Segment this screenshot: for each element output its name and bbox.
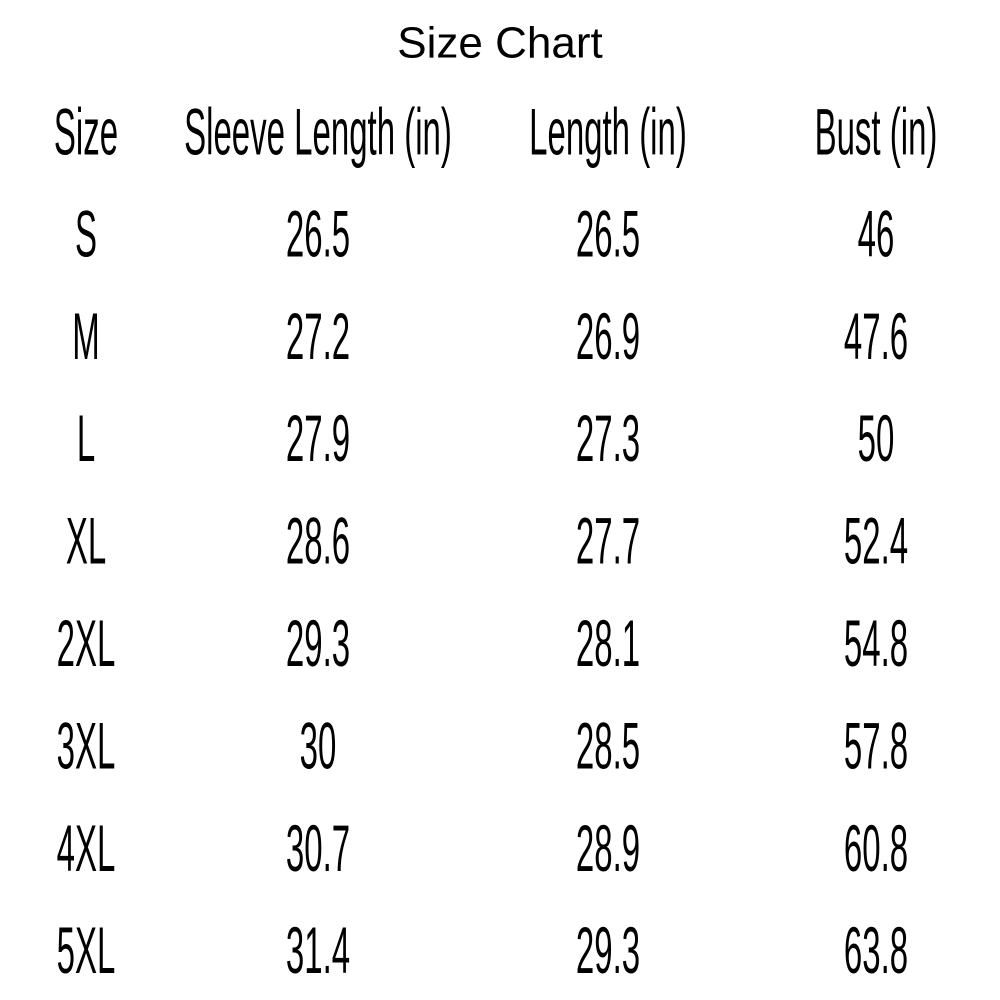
column-header: Bust (in) — [815, 96, 938, 169]
size-label: L — [77, 403, 95, 476]
table-cell: 28.5 — [576, 710, 640, 783]
table-cell: 26.5 — [576, 198, 640, 271]
column-header: Size — [54, 96, 118, 169]
table-cell: 28.6 — [286, 505, 350, 578]
table-cell: 26.9 — [576, 301, 640, 374]
table-cell: 50 — [858, 403, 895, 476]
column-header: Length (in) — [529, 96, 687, 169]
size-label: XL — [66, 505, 106, 578]
table-cell: 27.7 — [576, 505, 640, 578]
table-cell: 63.8 — [844, 915, 908, 988]
table-cell: 52.4 — [844, 505, 908, 578]
table-cell: 27.2 — [286, 301, 350, 374]
table-cell: 47.6 — [844, 301, 908, 374]
table-cell: 57.8 — [844, 710, 908, 783]
size-table: Size Sleeve Length (in) Length (in) Bust (i… — [54, 96, 937, 988]
table-cell: 30 — [300, 710, 337, 783]
title: Size Chart — [397, 19, 602, 68]
size-label: 5XL — [57, 915, 116, 988]
table-cell: 27.3 — [576, 403, 640, 476]
table-cell: 30.7 — [286, 813, 350, 886]
table-cell: 29.3 — [286, 608, 350, 681]
table-cell: 28.9 — [576, 813, 640, 886]
table-cell: 29.3 — [576, 915, 640, 988]
table-cell: 54.8 — [844, 608, 908, 681]
size-label: M — [72, 301, 99, 374]
table-cell: 60.8 — [844, 813, 908, 886]
table-cell: 46 — [858, 198, 895, 271]
size-label: 3XL — [57, 710, 116, 783]
size-label: S — [75, 198, 97, 271]
table-cell: 27.9 — [286, 403, 350, 476]
table-cell: 26.5 — [286, 198, 350, 271]
table-cell: 28.1 — [576, 608, 640, 681]
column-header: Sleeve Length (in) — [184, 96, 452, 169]
size-label: 2XL — [57, 608, 116, 681]
table-cell: 31.4 — [286, 915, 350, 988]
size-label: 4XL — [57, 813, 116, 886]
